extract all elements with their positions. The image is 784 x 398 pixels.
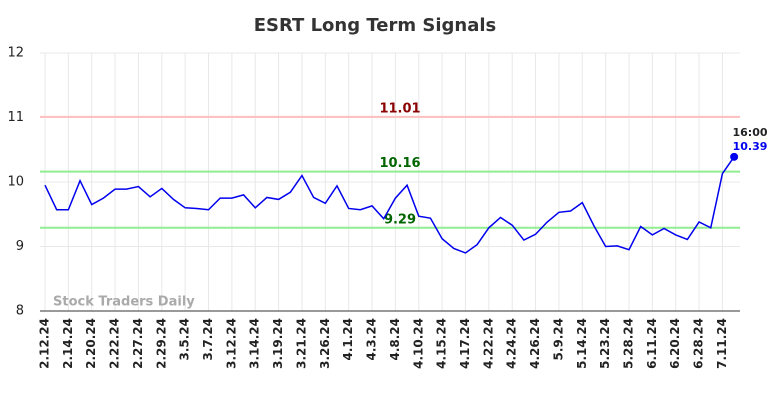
x-tick-label: 4.1.24 <box>341 318 355 361</box>
x-tick-label: 4.10.24 <box>411 318 425 369</box>
y-tick-label: 8 <box>16 304 24 319</box>
x-tick-label: 2.27.24 <box>131 318 145 369</box>
x-tick-label: 4.15.24 <box>435 318 449 369</box>
x-tick-label: 2.22.24 <box>108 318 122 369</box>
signal-label: 11.01 <box>379 101 420 116</box>
x-tick-label: 3.26.24 <box>318 318 332 369</box>
signal-label: 9.29 <box>384 212 416 227</box>
x-tick-label: 4.22.24 <box>481 318 495 369</box>
x-tick-label: 4.26.24 <box>528 318 542 369</box>
x-tick-label: 2.14.24 <box>61 318 75 369</box>
y-tick-label: 10 <box>7 175 24 190</box>
x-tick-label: 5.23.24 <box>598 318 612 369</box>
last-value: 10.39 <box>733 140 768 153</box>
x-tick-label: 4.8.24 <box>388 318 402 361</box>
x-tick-label: 3.14.24 <box>248 318 262 369</box>
x-tick-label: 3.12.24 <box>224 318 238 369</box>
chart-title: ESRT Long Term Signals <box>254 15 497 36</box>
watermark: Stock Traders Daily <box>53 295 195 310</box>
x-tick-label: 5.14.24 <box>575 318 589 369</box>
x-tick-label: 3.7.24 <box>201 318 215 361</box>
x-tick-label: 2.29.24 <box>154 318 168 369</box>
x-tick-label: 4.17.24 <box>458 318 472 369</box>
last-time: 16:00 <box>732 126 767 139</box>
x-tick-label: 6.28.24 <box>692 318 706 369</box>
y-tick-label: 12 <box>7 46 24 61</box>
x-tick-label: 6.11.24 <box>645 318 659 369</box>
signal-label: 10.16 <box>379 156 420 171</box>
x-tick-label: 3.5.24 <box>178 318 192 361</box>
x-tick-label: 7.11.24 <box>715 318 729 369</box>
x-tick-label: 5.28.24 <box>622 318 636 369</box>
price-line <box>44 156 735 254</box>
x-tick-label: 4.24.24 <box>505 318 519 369</box>
x-tick-label: 2.20.24 <box>84 318 98 369</box>
x-tick-label: 4.3.24 <box>365 318 379 361</box>
last-point <box>730 152 739 161</box>
x-tick-label: 6.20.24 <box>668 318 682 369</box>
x-tick-label: 3.21.24 <box>294 318 308 369</box>
y-tick-label: 11 <box>7 110 24 125</box>
x-tick-label: 3.19.24 <box>271 318 285 369</box>
x-tick-label: 2.12.24 <box>38 318 52 369</box>
y-tick-label: 9 <box>16 239 24 254</box>
x-tick-label: 5.9.24 <box>551 318 565 361</box>
